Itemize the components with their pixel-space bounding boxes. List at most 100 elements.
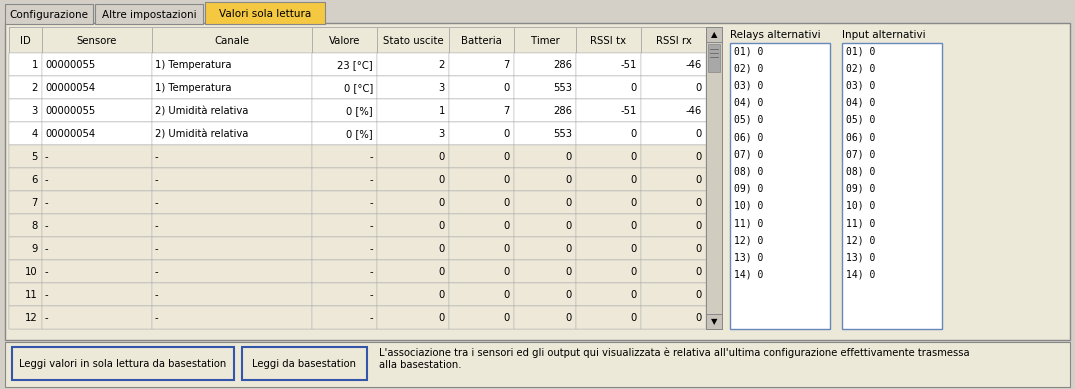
- Bar: [641, 99, 706, 122]
- Bar: [9, 122, 42, 145]
- Text: -: -: [370, 198, 373, 208]
- Bar: [9, 168, 706, 191]
- Bar: [9, 76, 42, 99]
- Bar: [312, 145, 377, 168]
- Text: 01) 0: 01) 0: [734, 46, 763, 56]
- Text: 12) 0: 12) 0: [734, 235, 763, 245]
- Bar: [576, 168, 641, 191]
- Text: 0: 0: [631, 129, 637, 139]
- Text: -51: -51: [620, 106, 637, 116]
- Bar: [9, 260, 42, 283]
- Text: -: -: [45, 267, 48, 277]
- Text: -51: -51: [620, 60, 637, 70]
- Bar: [576, 260, 641, 283]
- Bar: [9, 237, 706, 260]
- Bar: [377, 306, 449, 329]
- Text: 00000054: 00000054: [45, 129, 95, 139]
- Bar: [514, 99, 576, 122]
- Bar: [5, 342, 1070, 387]
- Text: 0: 0: [631, 313, 637, 323]
- Text: Batteria: Batteria: [461, 35, 502, 46]
- Text: -: -: [45, 313, 48, 323]
- Bar: [377, 260, 449, 283]
- Bar: [9, 27, 42, 53]
- Text: 7: 7: [503, 60, 510, 70]
- Text: 10: 10: [26, 267, 38, 277]
- Text: -: -: [370, 175, 373, 185]
- Bar: [42, 237, 152, 260]
- Bar: [514, 27, 576, 53]
- Text: 0: 0: [565, 221, 572, 231]
- Bar: [42, 53, 152, 76]
- Text: 04) 0: 04) 0: [734, 98, 763, 108]
- Text: 0: 0: [565, 152, 572, 162]
- Text: 0: 0: [565, 244, 572, 254]
- Bar: [514, 145, 576, 168]
- Text: 5: 5: [31, 152, 38, 162]
- Bar: [449, 260, 514, 283]
- Bar: [312, 53, 377, 76]
- Text: ▲: ▲: [711, 30, 717, 39]
- Bar: [312, 306, 377, 329]
- Text: -: -: [370, 290, 373, 300]
- Text: 3: 3: [32, 106, 38, 116]
- Bar: [449, 168, 514, 191]
- Bar: [706, 314, 722, 329]
- Text: 02) 0: 02) 0: [734, 63, 763, 73]
- Text: 0: 0: [631, 152, 637, 162]
- Bar: [9, 260, 706, 283]
- Text: 0: 0: [439, 198, 445, 208]
- Bar: [9, 53, 42, 76]
- Text: 9: 9: [31, 244, 38, 254]
- Text: 8: 8: [32, 221, 38, 231]
- Text: 0: 0: [631, 244, 637, 254]
- Text: Timer: Timer: [531, 35, 559, 46]
- Text: 08) 0: 08) 0: [846, 166, 875, 176]
- Bar: [641, 122, 706, 145]
- Bar: [576, 306, 641, 329]
- Bar: [9, 145, 42, 168]
- Bar: [42, 214, 152, 237]
- Bar: [9, 214, 42, 237]
- Bar: [514, 122, 576, 145]
- Text: -: -: [45, 290, 48, 300]
- Text: 7: 7: [503, 106, 510, 116]
- Bar: [641, 27, 706, 53]
- Text: 0: 0: [439, 267, 445, 277]
- Text: RSSI tx: RSSI tx: [590, 35, 627, 46]
- Bar: [449, 191, 514, 214]
- Bar: [449, 145, 514, 168]
- Text: 0: 0: [439, 221, 445, 231]
- Text: 12: 12: [25, 313, 38, 323]
- Text: -: -: [155, 175, 159, 185]
- Text: 00000055: 00000055: [45, 106, 96, 116]
- Text: 0 [%]: 0 [%]: [346, 106, 373, 116]
- Text: 0: 0: [696, 267, 702, 277]
- Bar: [842, 43, 942, 329]
- Text: -: -: [155, 267, 159, 277]
- Bar: [42, 168, 152, 191]
- Text: -: -: [45, 244, 48, 254]
- Bar: [312, 191, 377, 214]
- Bar: [152, 191, 312, 214]
- Bar: [576, 53, 641, 76]
- Text: 553: 553: [553, 129, 572, 139]
- Bar: [514, 76, 576, 99]
- Bar: [152, 214, 312, 237]
- Text: 1: 1: [439, 106, 445, 116]
- Text: 0: 0: [696, 290, 702, 300]
- Bar: [95, 4, 203, 24]
- Bar: [152, 168, 312, 191]
- Text: 1) Temperatura: 1) Temperatura: [155, 60, 231, 70]
- Text: -: -: [45, 175, 48, 185]
- Text: 2) Umidità relativa: 2) Umidità relativa: [155, 106, 248, 116]
- Bar: [641, 260, 706, 283]
- Text: 00000054: 00000054: [45, 83, 95, 93]
- Bar: [9, 306, 42, 329]
- Text: 0: 0: [565, 290, 572, 300]
- Text: 0: 0: [504, 267, 510, 277]
- Bar: [9, 283, 706, 306]
- Text: 0: 0: [696, 198, 702, 208]
- Text: 0: 0: [696, 129, 702, 139]
- Bar: [42, 76, 152, 99]
